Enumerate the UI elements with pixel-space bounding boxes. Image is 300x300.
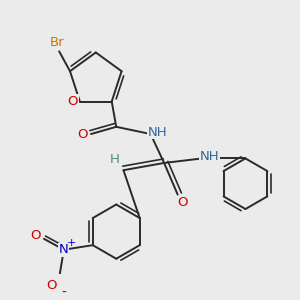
Text: N: N [59, 243, 69, 256]
Text: Br: Br [50, 36, 65, 49]
Text: O: O [31, 229, 41, 242]
Text: O: O [177, 196, 188, 209]
Text: O: O [78, 128, 88, 140]
Text: -: - [61, 286, 66, 300]
Text: H: H [110, 153, 119, 166]
Text: O: O [68, 95, 78, 108]
Text: NH: NH [148, 126, 168, 139]
Text: +: + [66, 238, 76, 248]
Text: O: O [46, 279, 56, 292]
Text: NH: NH [200, 150, 219, 163]
